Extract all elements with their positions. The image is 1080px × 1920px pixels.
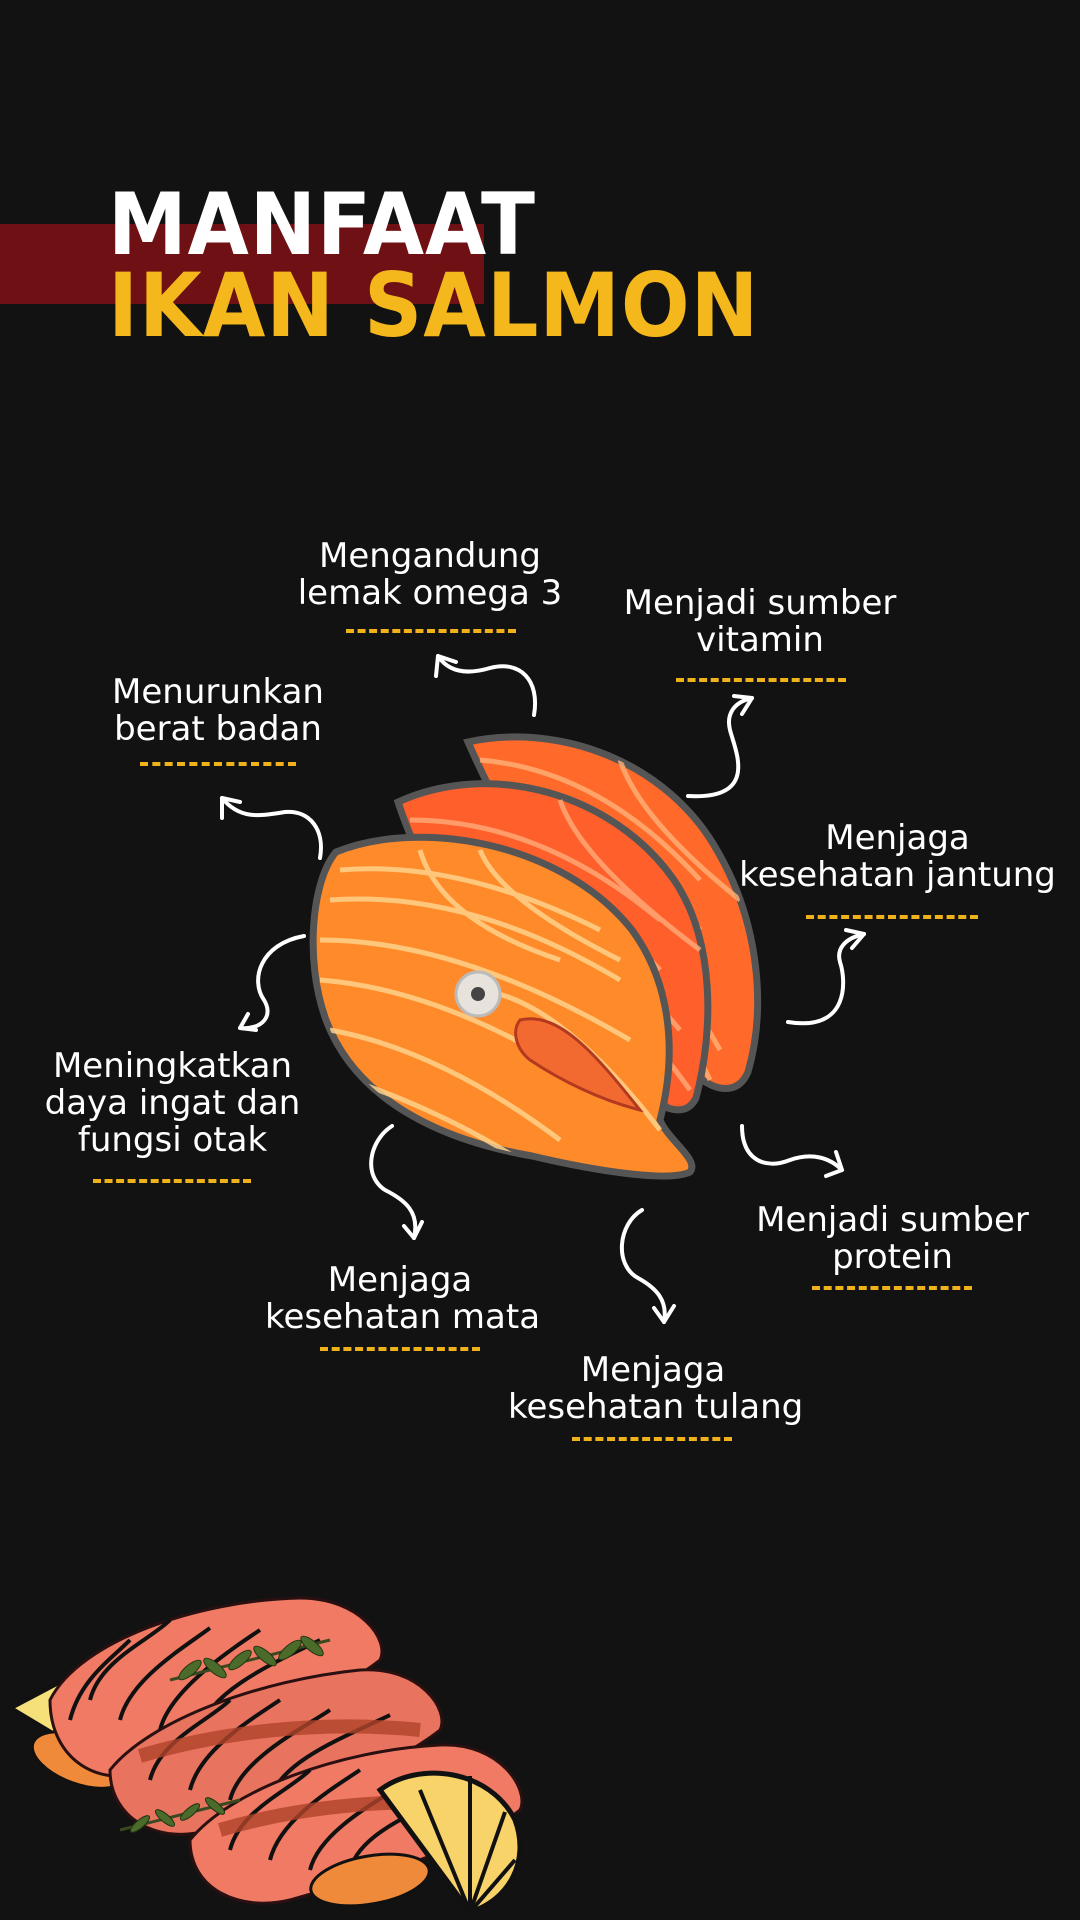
arrow-vitamin	[686, 694, 754, 799]
arrow-bones	[620, 1208, 676, 1324]
benefit-label-protein: Menjadi sumber protein	[756, 1200, 1029, 1277]
lemon-slice-icon	[376, 1770, 523, 1915]
benefit-underline	[140, 762, 296, 766]
benefit-label-weight: Menurunkan berat badan	[112, 672, 324, 749]
benefit-label-bones: Menjaga kesehatan tulang	[508, 1350, 804, 1427]
arrow-omega-3	[434, 654, 538, 717]
benefit-underline	[93, 1179, 251, 1183]
rosemary-icon	[119, 1635, 331, 1833]
benefit-underline	[806, 915, 978, 919]
title-accent-band	[0, 224, 484, 304]
benefit-label-omega-3: Mengandung lemak omega 3	[297, 536, 563, 613]
arrow-brain	[238, 934, 306, 1032]
benefit-underline	[320, 1347, 480, 1351]
arrow-weight	[220, 796, 323, 860]
benefit-label-heart: Menjaga kesehatan jantung	[739, 818, 1056, 895]
benefit-label-vitamin: Menjadi sumber vitamin	[623, 583, 897, 660]
title-line-1: MANFAAT	[108, 175, 536, 275]
benefit-underline	[346, 629, 516, 633]
benefit-label-eyes: Menjaga kesehatan mata	[265, 1260, 541, 1337]
benefit-underline	[572, 1437, 732, 1441]
arrow-eyes	[369, 1124, 424, 1240]
title-line-2: IKAN SALMON	[108, 254, 760, 357]
arrow-heart	[786, 928, 866, 1026]
benefit-underline	[676, 678, 846, 682]
benefit-label-brain: Meningkatkan daya ingat dan fungsi otak	[44, 1046, 301, 1160]
benefit-underline	[812, 1286, 972, 1290]
arrow-protein	[740, 1124, 844, 1178]
